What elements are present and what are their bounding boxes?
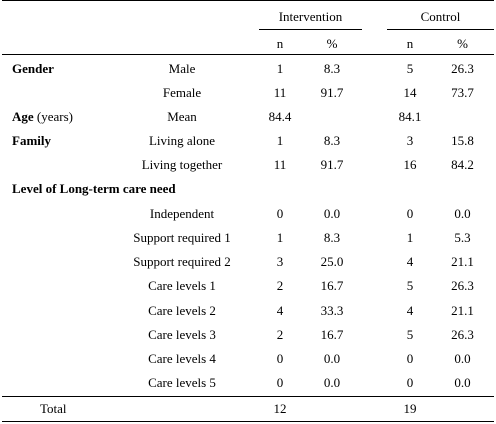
total-label: Total (40, 401, 67, 416)
intervention-underline (259, 29, 362, 30)
cell-c-n: 3 (406, 133, 414, 148)
cell-i-p: 8.3 (323, 133, 341, 148)
cell-c-p: 26.3 (451, 278, 474, 293)
cell-i-p: 16.7 (320, 327, 344, 342)
cell-c-p: 5.3 (454, 230, 471, 245)
total-control-n: 19 (403, 401, 417, 416)
cell-c-n: 1 (406, 230, 414, 245)
cell-c-n: 5 (406, 278, 414, 293)
cell-i-n: 11 (273, 157, 287, 172)
section-label: Family (12, 133, 51, 149)
cell-i-n: 0 (276, 206, 284, 221)
row-label: Care levels 3 (148, 327, 216, 342)
row-label: Mean (167, 109, 197, 124)
control-n-header: n (406, 36, 414, 51)
top-rule (2, 0, 494, 1)
cell-i-n: 2 (276, 327, 284, 342)
cell-c-p: 0.0 (454, 351, 471, 366)
row-label: Support required 1 (133, 230, 231, 245)
cell-i-n: 1 (276, 230, 284, 245)
cell-i-p: 8.3 (323, 61, 341, 76)
cell-c-n: 4 (406, 303, 414, 318)
cell-c-n: 16 (403, 157, 417, 172)
intervention-pct-header: % (326, 36, 338, 51)
cell-i-n: 1 (276, 133, 284, 148)
section-label: Age (years) (12, 109, 73, 125)
cell-i-n: 0 (276, 351, 284, 366)
cell-i-n: 3 (276, 254, 284, 269)
row-label: Female (162, 85, 202, 100)
section-label-suffix: (years) (33, 109, 74, 124)
control-underline (387, 29, 494, 30)
section-label: Gender (12, 61, 54, 77)
cell-i-n: 84.4 (268, 109, 292, 124)
cell-i-n: 2 (276, 278, 284, 293)
row-label: Support required 2 (133, 254, 231, 269)
cell-c-p: 0.0 (454, 206, 471, 221)
section-label-bold: Family (12, 133, 51, 148)
cell-c-p: 73.7 (451, 85, 474, 100)
cell-c-n: 5 (406, 327, 414, 342)
cell-i-p: 25.0 (320, 254, 344, 269)
row-label: Living together (141, 157, 223, 172)
cell-i-n: 11 (273, 85, 287, 100)
cell-c-n: 0 (406, 375, 414, 390)
cell-i-n: 1 (276, 61, 284, 76)
cell-i-n: 0 (276, 375, 284, 390)
control-pct-header: % (457, 36, 468, 51)
header-bottom-rule (2, 54, 494, 55)
cell-c-n: 84.1 (398, 109, 422, 124)
total-top-rule (2, 396, 494, 397)
row-label: Independent (149, 206, 215, 221)
cell-c-n: 0 (406, 206, 414, 221)
bottom-rule (2, 421, 494, 422)
cell-i-p: 16.7 (320, 278, 344, 293)
row-label: Care levels 2 (148, 303, 216, 318)
intervention-n-header: n (276, 36, 284, 51)
group-control-header: Control (420, 9, 461, 24)
cell-c-p: 26.3 (451, 61, 474, 76)
row-label: Care levels 5 (148, 375, 216, 390)
row-label: Male (168, 61, 196, 76)
row-label: Care levels 1 (148, 278, 216, 293)
cell-i-p: 33.3 (320, 303, 344, 318)
cell-c-n: 4 (406, 254, 414, 269)
cell-i-p: 91.7 (320, 157, 344, 172)
row-label: Living alone (148, 133, 216, 148)
cell-i-p: 0.0 (323, 351, 341, 366)
cell-c-p: 21.1 (451, 303, 474, 318)
cell-i-p: 8.3 (323, 230, 341, 245)
cell-c-n: 5 (406, 61, 414, 76)
cell-c-p: 21.1 (451, 254, 474, 269)
group-intervention-header: Intervention (278, 9, 343, 24)
cell-c-p: 0.0 (454, 375, 471, 390)
cell-i-n: 4 (276, 303, 284, 318)
cell-i-p: 0.0 (323, 206, 341, 221)
cell-i-p: 91.7 (320, 85, 344, 100)
section-label-bold: Level of Long-term care need (12, 181, 176, 196)
section-label-bold: Age (12, 109, 34, 124)
cell-c-n: 14 (403, 85, 417, 100)
total-intervention-n: 12 (273, 401, 287, 416)
cell-c-p: 15.8 (451, 133, 474, 148)
section-label-bold: Gender (12, 61, 54, 76)
cell-i-p: 0.0 (323, 375, 341, 390)
row-label: Care levels 4 (148, 351, 216, 366)
cell-c-p: 26.3 (451, 327, 474, 342)
cell-c-n: 0 (406, 351, 414, 366)
cell-c-p: 84.2 (451, 157, 474, 172)
section-label: Level of Long-term care need (12, 181, 176, 197)
